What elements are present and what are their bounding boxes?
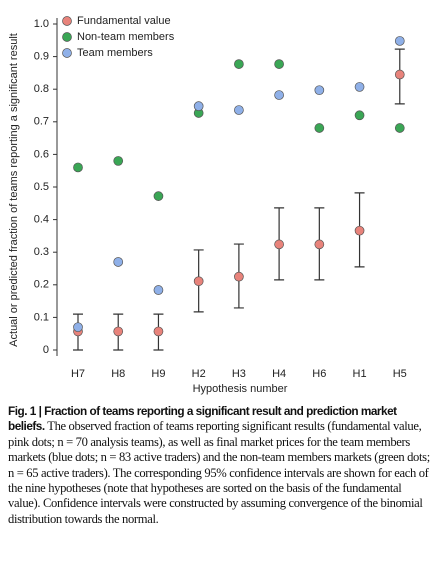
caption-bold: Fraction of teams reporting a significan… bbox=[8, 404, 397, 434]
dot bbox=[113, 326, 124, 337]
x-tick-label: H6 bbox=[312, 368, 326, 380]
x-tick-label: H2 bbox=[192, 368, 206, 380]
y-tick-label: 0.1 bbox=[34, 311, 49, 323]
dot bbox=[113, 156, 124, 166]
dot bbox=[234, 271, 244, 282]
dot bbox=[314, 239, 325, 250]
x-tick-label: H3 bbox=[232, 368, 246, 380]
legend-marker bbox=[62, 16, 72, 26]
x-tick-label: H9 bbox=[151, 368, 165, 380]
caption: Fig. 1 | Fraction of teams reporting a s… bbox=[8, 404, 432, 527]
y-axis-label: Actual or predicted fraction of teams re… bbox=[8, 33, 20, 347]
dot bbox=[113, 257, 124, 267]
caption-label: Fig. 1 | bbox=[8, 404, 45, 418]
x-axis-label: Hypothesis number bbox=[193, 383, 288, 395]
x-tick-label: H5 bbox=[393, 368, 407, 380]
dot bbox=[394, 36, 405, 46]
dot bbox=[234, 105, 244, 115]
chart: Actual or predicted fraction of teams re… bbox=[8, 15, 407, 395]
dot bbox=[314, 123, 325, 133]
y-tick-label: 0.3 bbox=[34, 246, 49, 258]
dot bbox=[193, 101, 204, 112]
legend-label: Fundamental value bbox=[77, 15, 171, 27]
x-tick-label: H1 bbox=[353, 368, 367, 380]
y-tick-label: 0.7 bbox=[34, 116, 49, 128]
dot bbox=[274, 59, 284, 69]
legend-marker bbox=[62, 48, 72, 58]
dot bbox=[193, 276, 204, 287]
y-tick-label: 0.8 bbox=[34, 83, 49, 95]
y-tick-label: 0.2 bbox=[34, 279, 49, 291]
dot bbox=[274, 239, 284, 250]
dot bbox=[73, 162, 83, 173]
dot bbox=[314, 85, 325, 96]
y-tick-label: 0.9 bbox=[34, 51, 49, 63]
y-tick-label: 0 bbox=[43, 344, 49, 356]
dot bbox=[394, 69, 405, 80]
legend-label: Non-team members bbox=[77, 31, 175, 43]
dot bbox=[394, 123, 405, 133]
y-tick-label: 0.4 bbox=[34, 214, 49, 226]
y-tick-label: 0.5 bbox=[34, 181, 49, 193]
x-tick-label: H7 bbox=[71, 368, 85, 380]
x-tick-label: H4 bbox=[272, 368, 286, 380]
dot bbox=[354, 110, 365, 121]
legend-marker bbox=[62, 32, 72, 42]
legend-label: Team members bbox=[77, 47, 153, 59]
dot bbox=[153, 326, 164, 337]
dot bbox=[153, 191, 164, 201]
dot bbox=[274, 90, 284, 100]
x-tick-label: H8 bbox=[111, 368, 125, 380]
dot bbox=[354, 82, 365, 92]
dot bbox=[153, 285, 164, 295]
dot bbox=[234, 59, 244, 69]
dot bbox=[73, 322, 83, 333]
dot bbox=[354, 225, 365, 236]
y-tick-label: 1.0 bbox=[34, 18, 49, 30]
caption-text: The observed fraction of teams reporting… bbox=[8, 419, 430, 526]
y-tick-label: 0.6 bbox=[34, 148, 49, 160]
